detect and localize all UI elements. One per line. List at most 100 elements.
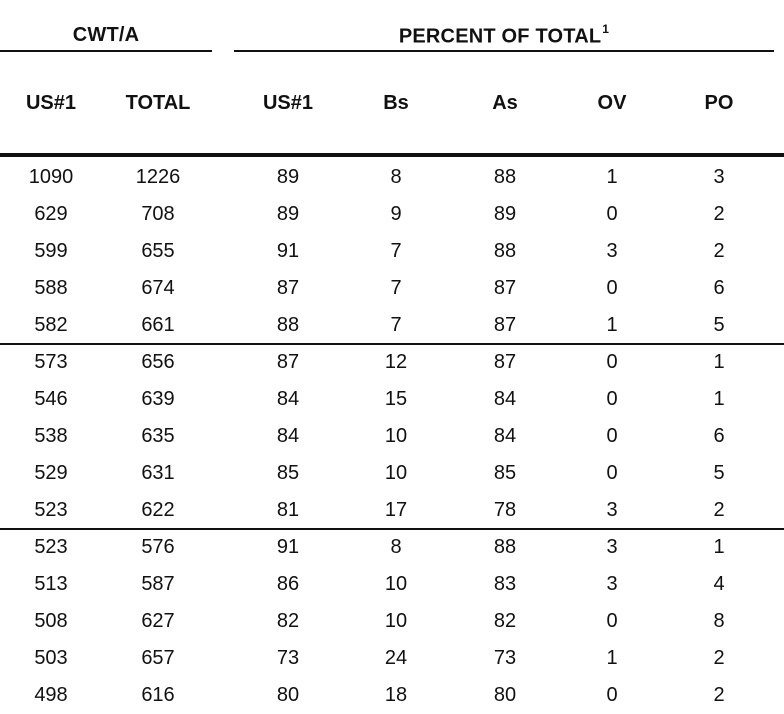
cell-pct-us1: 81: [276, 499, 300, 521]
cell-cwt-us1: 599: [34, 240, 68, 262]
cell-pct-us1: 89: [276, 166, 300, 188]
cell-bs: 10: [384, 610, 408, 632]
cell-ov: 1: [606, 647, 618, 669]
percent-group-header: PERCENT OF TOTAL1: [234, 22, 774, 49]
header-divider: [0, 153, 784, 157]
cell-po: 2: [713, 684, 725, 706]
cell-po: 4: [713, 573, 725, 595]
cell-ov: 3: [606, 499, 618, 521]
cell-pct-us1: 87: [276, 351, 300, 373]
cell-po: 2: [713, 499, 725, 521]
cell-ov: 1: [606, 314, 618, 336]
cell-po: 5: [713, 314, 725, 336]
cell-cwt-us1: 498: [34, 684, 68, 706]
cell-pct-us1: 84: [276, 425, 300, 447]
cell-cwt-total: 627: [141, 610, 175, 632]
cell-ov: 0: [606, 388, 618, 410]
table-row: 546 639 84 15 84 0 1: [0, 381, 784, 418]
cell-cwt-us1: 546: [34, 388, 68, 410]
cell-as: 87: [493, 277, 517, 299]
cell-po: 6: [713, 277, 725, 299]
cell-as: 87: [493, 351, 517, 373]
cell-bs: 10: [384, 462, 408, 484]
cell-pct-us1: 85: [276, 462, 300, 484]
cell-bs: 10: [384, 425, 408, 447]
cell-cwt-us1: 573: [34, 351, 68, 373]
percent-group-label: PERCENT OF TOTAL: [398, 25, 602, 48]
cell-bs: 7: [390, 314, 402, 336]
cell-pct-us1: 91: [276, 240, 300, 262]
cell-as: 84: [493, 425, 517, 447]
cell-cwt-total: 708: [141, 203, 175, 225]
cell-cwt-us1: 503: [34, 647, 68, 669]
cell-cwt-total: 657: [141, 647, 175, 669]
cell-cwt-total: 661: [141, 314, 175, 336]
col-header-ov: OV: [597, 92, 627, 114]
cell-po: 8: [713, 610, 725, 632]
cell-ov: 0: [606, 610, 618, 632]
cell-pct-us1: 87: [276, 277, 300, 299]
cell-ov: 1: [606, 166, 618, 188]
cell-bs: 18: [384, 684, 408, 706]
cell-as: 87: [493, 314, 517, 336]
cell-as: 73: [493, 647, 517, 669]
cell-cwt-us1: 523: [34, 536, 68, 558]
table-row: 573 656 87 12 87 0 1: [0, 344, 784, 381]
cell-bs: 24: [384, 647, 408, 669]
cell-cwt-total: 639: [141, 388, 175, 410]
footnote-marker: 1: [602, 22, 610, 36]
cell-pct-us1: 84: [276, 388, 300, 410]
cell-po: 1: [713, 536, 725, 558]
cell-cwt-us1: 523: [34, 499, 68, 521]
cell-pct-us1: 91: [276, 536, 300, 558]
cell-cwt-total: 622: [141, 499, 175, 521]
table-row: 629 708 89 9 89 0 2: [0, 196, 784, 233]
cell-cwt-us1: 538: [34, 425, 68, 447]
cell-po: 1: [713, 351, 725, 373]
table-row: 513 587 86 10 83 3 4: [0, 566, 784, 603]
cell-cwt-us1: 629: [34, 203, 68, 225]
percent-group-rule: [234, 50, 774, 52]
table-row: 523 576 91 8 88 3 1: [0, 529, 784, 566]
col-header-bs: Bs: [383, 92, 409, 114]
col-header-cwt-us1: US#1: [25, 92, 77, 114]
cell-pct-us1: 73: [276, 647, 300, 669]
cell-cwt-total: 616: [141, 684, 175, 706]
cell-bs: 7: [390, 240, 402, 262]
cell-po: 2: [713, 647, 725, 669]
table-row: 538 635 84 10 84 0 6: [0, 418, 784, 455]
cell-cwt-us1: 1090: [28, 166, 74, 188]
cell-bs: 12: [384, 351, 408, 373]
table-row: 508 627 82 10 82 0 8: [0, 603, 784, 640]
cell-as: 85: [493, 462, 517, 484]
cell-cwt-total: 631: [141, 462, 175, 484]
cell-bs: 10: [384, 573, 408, 595]
col-header-po: PO: [704, 92, 734, 114]
cell-cwt-total: 1226: [135, 166, 181, 188]
table-row: 582 661 88 7 87 1 5: [0, 307, 784, 344]
cell-bs: 8: [390, 166, 402, 188]
cell-cwt-us1: 588: [34, 277, 68, 299]
cell-as: 88: [493, 536, 517, 558]
cell-pct-us1: 82: [276, 610, 300, 632]
cell-as: 89: [493, 203, 517, 225]
cell-ov: 0: [606, 425, 618, 447]
cell-bs: 17: [384, 499, 408, 521]
cell-ov: 3: [606, 536, 618, 558]
group-separator: [0, 528, 784, 530]
cell-po: 2: [713, 203, 725, 225]
cell-cwt-us1: 529: [34, 462, 68, 484]
table-row: 498 616 80 18 80 0 2: [0, 677, 784, 714]
col-header-pct-us1: US#1: [262, 92, 314, 114]
cell-cwt-total: 635: [141, 425, 175, 447]
cell-ov: 3: [606, 573, 618, 595]
cell-cwt-us1: 508: [34, 610, 68, 632]
cell-as: 84: [493, 388, 517, 410]
cell-pct-us1: 86: [276, 573, 300, 595]
cell-po: 5: [713, 462, 725, 484]
col-header-cwt-total: TOTAL: [125, 92, 191, 114]
cell-cwt-total: 587: [141, 573, 175, 595]
cell-pct-us1: 88: [276, 314, 300, 336]
cell-pct-us1: 89: [276, 203, 300, 225]
cell-as: 88: [493, 166, 517, 188]
